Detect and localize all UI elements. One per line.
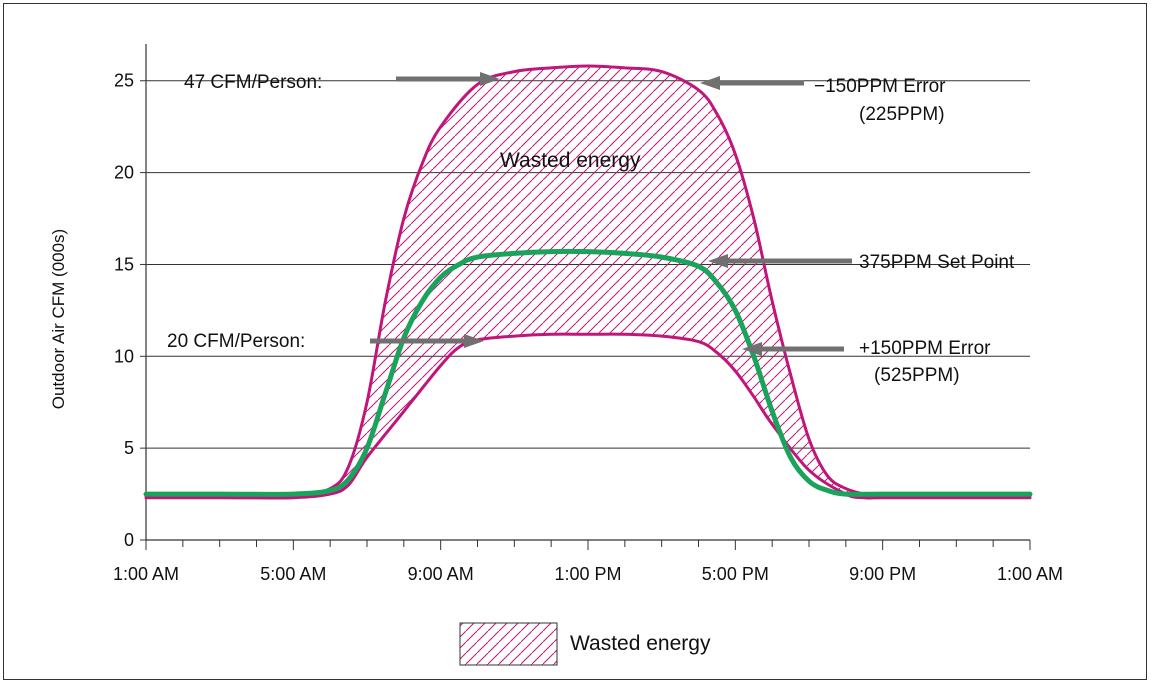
legend-swatch <box>459 622 558 666</box>
y-axis-label: Outdoor Air CFM (000s) <box>49 229 68 409</box>
y-tick-label-0: 0 <box>124 530 134 550</box>
annotation-arrows <box>370 72 852 356</box>
y-tick-label-10: 10 <box>114 346 134 366</box>
x-tick-label-1: 5:00 AM <box>260 564 326 584</box>
series-line-upper <box>144 64 1032 498</box>
minus-error-label-2: (225PPM) <box>859 104 945 125</box>
x-tick-label-2: 9:00 AM <box>408 564 474 584</box>
y-tick-label-5: 5 <box>124 438 134 458</box>
series-line-setpoint <box>143 248 1033 497</box>
x-tick-label-5: 9:00 PM <box>849 564 916 584</box>
x-tick-label-4: 5:00 PM <box>702 564 769 584</box>
x-tick-label-6: 1:00 AM <box>997 564 1063 584</box>
arrow-setpoint-icon <box>708 254 852 268</box>
x-tick-label-3: 1:00 PM <box>554 564 621 584</box>
plus-error-label-2: (525PPM) <box>874 365 960 386</box>
chart: Outdoor Air CFM (000s) 0 5 10 15 20 25 1:00 A… <box>49 44 1063 666</box>
x-tick-labels: 1:00 AM 5:00 AM 9:00 AM 1:00 PM 5:00 PM 9:00 … <box>113 564 1063 584</box>
arrow-plus-error-icon <box>742 342 844 356</box>
axes <box>145 44 1031 550</box>
plus-error-label-1: +150PPM Error <box>859 338 991 359</box>
y-tick-label-15: 15 <box>114 254 134 274</box>
series-lines <box>143 64 1033 500</box>
y-tick-label-25: 25 <box>114 71 134 91</box>
chart-frame: Outdoor Air CFM (000s) 0 5 10 15 20 25 1:00 A… <box>3 3 1147 680</box>
arrow-minus-error-icon <box>700 76 804 90</box>
legend: Wasted energy <box>459 622 711 666</box>
cfm-20-label: 20 CFM/Person: <box>167 331 305 352</box>
arrow-cfm20-icon <box>370 334 484 348</box>
minus-error-label-1: −150PPM Error <box>814 76 946 97</box>
y-tick-label-20: 20 <box>114 163 134 183</box>
arrow-cfm47-icon <box>396 72 500 86</box>
cfm-47-label: 47 CFM/Person: <box>184 72 322 93</box>
wasted-energy-annotation: Wasted energy <box>500 149 641 172</box>
x-tick-label-0: 1:00 AM <box>113 564 179 584</box>
legend-label: Wasted energy <box>570 632 711 655</box>
setpoint-label: 375PPM Set Point <box>859 252 1015 273</box>
y-tick-labels: 0 5 10 15 20 25 <box>114 71 134 550</box>
